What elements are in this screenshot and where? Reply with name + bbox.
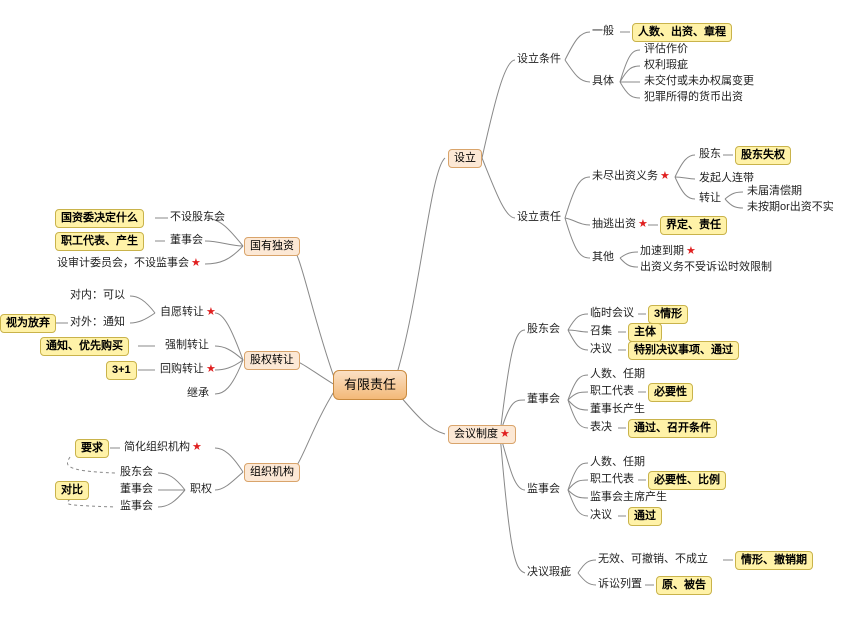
- text-qita: 其他: [590, 251, 616, 264]
- hl-tongguo: 通过、召开条件: [628, 419, 717, 438]
- text-jianshihui2: 监事会: [525, 483, 562, 496]
- li-quanli: 权利瑕疵: [642, 59, 690, 72]
- text-chuziyiwu: 出资义务不受诉讼时效限制: [638, 261, 774, 274]
- star-icon: ★: [636, 218, 648, 230]
- text-jiasudaoqi: 加速到期★: [638, 245, 698, 258]
- hl-3plus1: 3+1: [106, 361, 137, 380]
- star-icon: ★: [204, 363, 216, 375]
- text-weianqi: 未按期or出资不实: [745, 201, 836, 214]
- text-gudonghui2: 股东会: [525, 323, 562, 336]
- text-shenjiweiyuanhui: 设审计委员会，不设监事会★: [55, 257, 203, 270]
- text-dongshihui: 董事会: [168, 234, 205, 247]
- hl-qingxingchexiao: 情形、撤销期: [735, 551, 813, 570]
- node-zuzhijigou[interactable]: 组织机构: [244, 463, 300, 482]
- li-jsh2: 职工代表: [588, 473, 636, 486]
- hl-duibi: 对比: [55, 481, 89, 500]
- li-jsh1: 人数、任期: [588, 456, 647, 469]
- hl-tebiejueyi: 特别决议事项、通过: [628, 341, 739, 360]
- text-yiban: 一般: [590, 25, 616, 38]
- li-jsh3: 监事会主席产生: [588, 491, 669, 504]
- text-duinei: 对内：可以: [68, 289, 127, 302]
- hl-renshuchuzizhangcheng: 人数、出资、章程: [632, 23, 732, 42]
- hl-tongzhiyouxian: 通知、优先购买: [40, 337, 129, 356]
- text-zhuanrang: 转让: [697, 192, 723, 205]
- text-jianhua: 简化组织机构★: [122, 441, 204, 454]
- text-huigou: 回购转让★: [158, 363, 218, 376]
- root-node[interactable]: 有限责任: [333, 370, 407, 400]
- node-sheli[interactable]: 设立: [448, 149, 482, 168]
- text-zhiquan: 职权: [188, 483, 214, 496]
- li-dsh2: 职工代表: [588, 385, 636, 398]
- star-icon: ★: [498, 428, 510, 440]
- star-icon: ★: [190, 441, 202, 453]
- text-gudonghui: 股东会: [118, 466, 155, 479]
- li-weijiaofu: 未交付或未办权属变更: [642, 75, 756, 88]
- hl-tongguo2: 通过: [628, 507, 662, 526]
- li-dsh4: 表决: [588, 421, 614, 434]
- text-bushegudonghui: 不设股东会: [168, 211, 227, 224]
- text-jianshihui: 监事会: [118, 500, 155, 513]
- text-qiangzhizhuanrang: 强制转让: [163, 339, 211, 352]
- hl-3qingxing: 3情形: [648, 305, 688, 324]
- hl-zhigongdaibiao: 职工代表、产生: [55, 232, 144, 251]
- text-jueyi: 决议: [588, 343, 614, 356]
- text-ziyuanzhuanrang: 自愿转让★: [158, 306, 218, 319]
- text-gudong: 股东: [697, 148, 723, 161]
- node-guoyouduzi[interactable]: 国有独资: [244, 237, 300, 256]
- text-duiwai: 对外：通知: [68, 316, 127, 329]
- text-dongshihui2: 董事会: [118, 483, 155, 496]
- hl-biyaobili: 必要性、比例: [648, 471, 726, 490]
- li-dsh1: 人数、任期: [588, 368, 647, 381]
- text-jicheng: 继承: [185, 387, 211, 400]
- star-icon: ★: [658, 170, 670, 182]
- hl-biyaoxing: 必要性: [648, 383, 693, 402]
- hl-gudongshiquan: 股东失权: [735, 146, 791, 165]
- text-wuxiao: 无效、可撤销、不成立: [596, 553, 710, 566]
- li-jsh4: 决议: [588, 509, 614, 522]
- text-linshihuiyi: 临时会议: [588, 307, 636, 320]
- hl-yaoqiu: 要求: [75, 439, 109, 458]
- text-faqiren: 发起人连带: [697, 172, 756, 185]
- text-juti: 具体: [590, 75, 616, 88]
- text-shelitiaojian: 设立条件: [515, 53, 563, 66]
- hl-yuanbeigao: 原、被告: [656, 576, 712, 595]
- li-fanzui: 犯罪所得的货币出资: [642, 91, 745, 104]
- text-shelizeren: 设立责任: [515, 211, 563, 224]
- text-weijiq: 未届清偿期: [745, 185, 804, 198]
- hl-jiedingzeren: 界定、责任: [660, 216, 727, 235]
- text-zhaoji: 召集: [588, 325, 614, 338]
- star-icon: ★: [189, 257, 201, 269]
- hl-guoziwei: 国资委决定什么: [55, 209, 144, 228]
- text-dongshihui3: 董事会: [525, 393, 562, 406]
- star-icon: ★: [684, 245, 696, 257]
- hl-shiweifangqi: 视为放弃: [0, 314, 56, 333]
- li-dsh3: 董事长产生: [588, 403, 647, 416]
- text-choutao: 抽逃出资★: [590, 218, 650, 231]
- text-weijinchuziyiwu: 未尽出资义务★: [590, 170, 672, 183]
- node-guquanzhuanrang[interactable]: 股权转让: [244, 351, 300, 370]
- li-pinggu: 评估作价: [642, 43, 690, 56]
- text-susonglizhi: 诉讼列置: [596, 578, 644, 591]
- hl-zhuti: 主体: [628, 323, 662, 342]
- star-icon: ★: [204, 306, 216, 318]
- text-jueyixici: 决议瑕疵: [525, 566, 573, 579]
- node-huiyizhidu[interactable]: 会议制度★: [448, 425, 516, 444]
